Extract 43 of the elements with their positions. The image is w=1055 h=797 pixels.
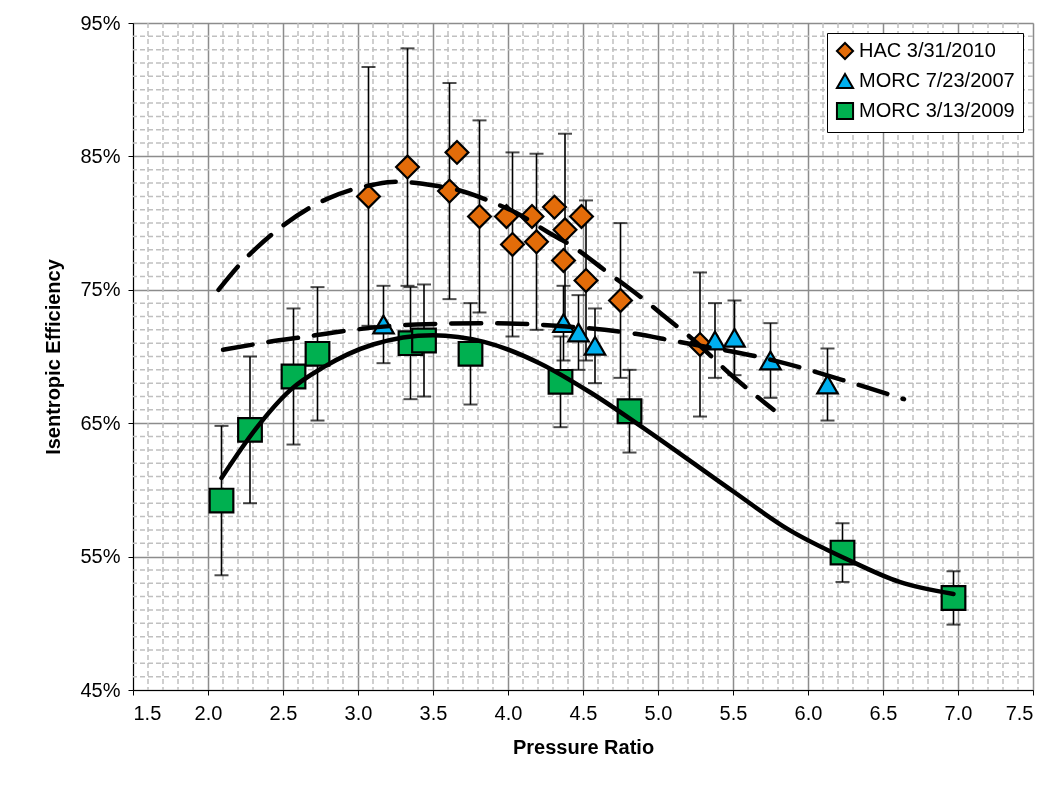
x-tick-label: 7.5 [1005,701,1034,724]
x-tick-label: 3.0 [344,701,373,724]
point [208,487,235,514]
x-tick-label: 6.0 [794,701,823,724]
legend-label: MORC 3/13/2009 [859,99,1015,121]
x-tick-label: 2.0 [194,701,223,724]
point [551,247,576,273]
point [573,267,599,293]
point [457,340,484,367]
legend-label: MORC 7/23/2007 [859,69,1015,91]
y-axis-title: Isentropic Efficiency [42,258,65,455]
point [467,203,492,229]
point [567,322,590,343]
point [583,335,607,356]
x-tick-label: 5.0 [644,701,673,724]
point [500,231,525,257]
x-tick-label: 3.5 [419,701,448,724]
point [816,374,839,395]
point [608,287,633,313]
point [569,203,594,229]
legend-label: HAC 3/31/2010 [859,39,996,61]
point [723,327,746,348]
y-tick-label: 55% [80,545,121,568]
point [304,340,331,367]
point [395,154,420,180]
y-tick-label: 45% [80,678,121,701]
point [524,229,549,255]
point [542,194,567,220]
x-tick-label: 5.5 [719,701,748,724]
x-tick-label: 4.0 [494,701,523,724]
y-tick-label: 85% [80,144,121,167]
x-tick-label: 2.5 [269,701,298,724]
point [437,178,462,204]
x-tick-label: 1.5 [133,701,162,724]
y-tick-label: 75% [80,278,121,301]
y-tick-label: 95% [80,11,121,34]
y-tick-label: 65% [80,411,121,434]
point [444,139,470,165]
x-tick-label: 7.0 [944,701,973,724]
x-tick-label: 6.5 [869,701,898,724]
x-tick-label: 4.5 [569,701,598,724]
x-axis-title: Pressure Ratio [512,735,655,758]
point [552,217,578,243]
